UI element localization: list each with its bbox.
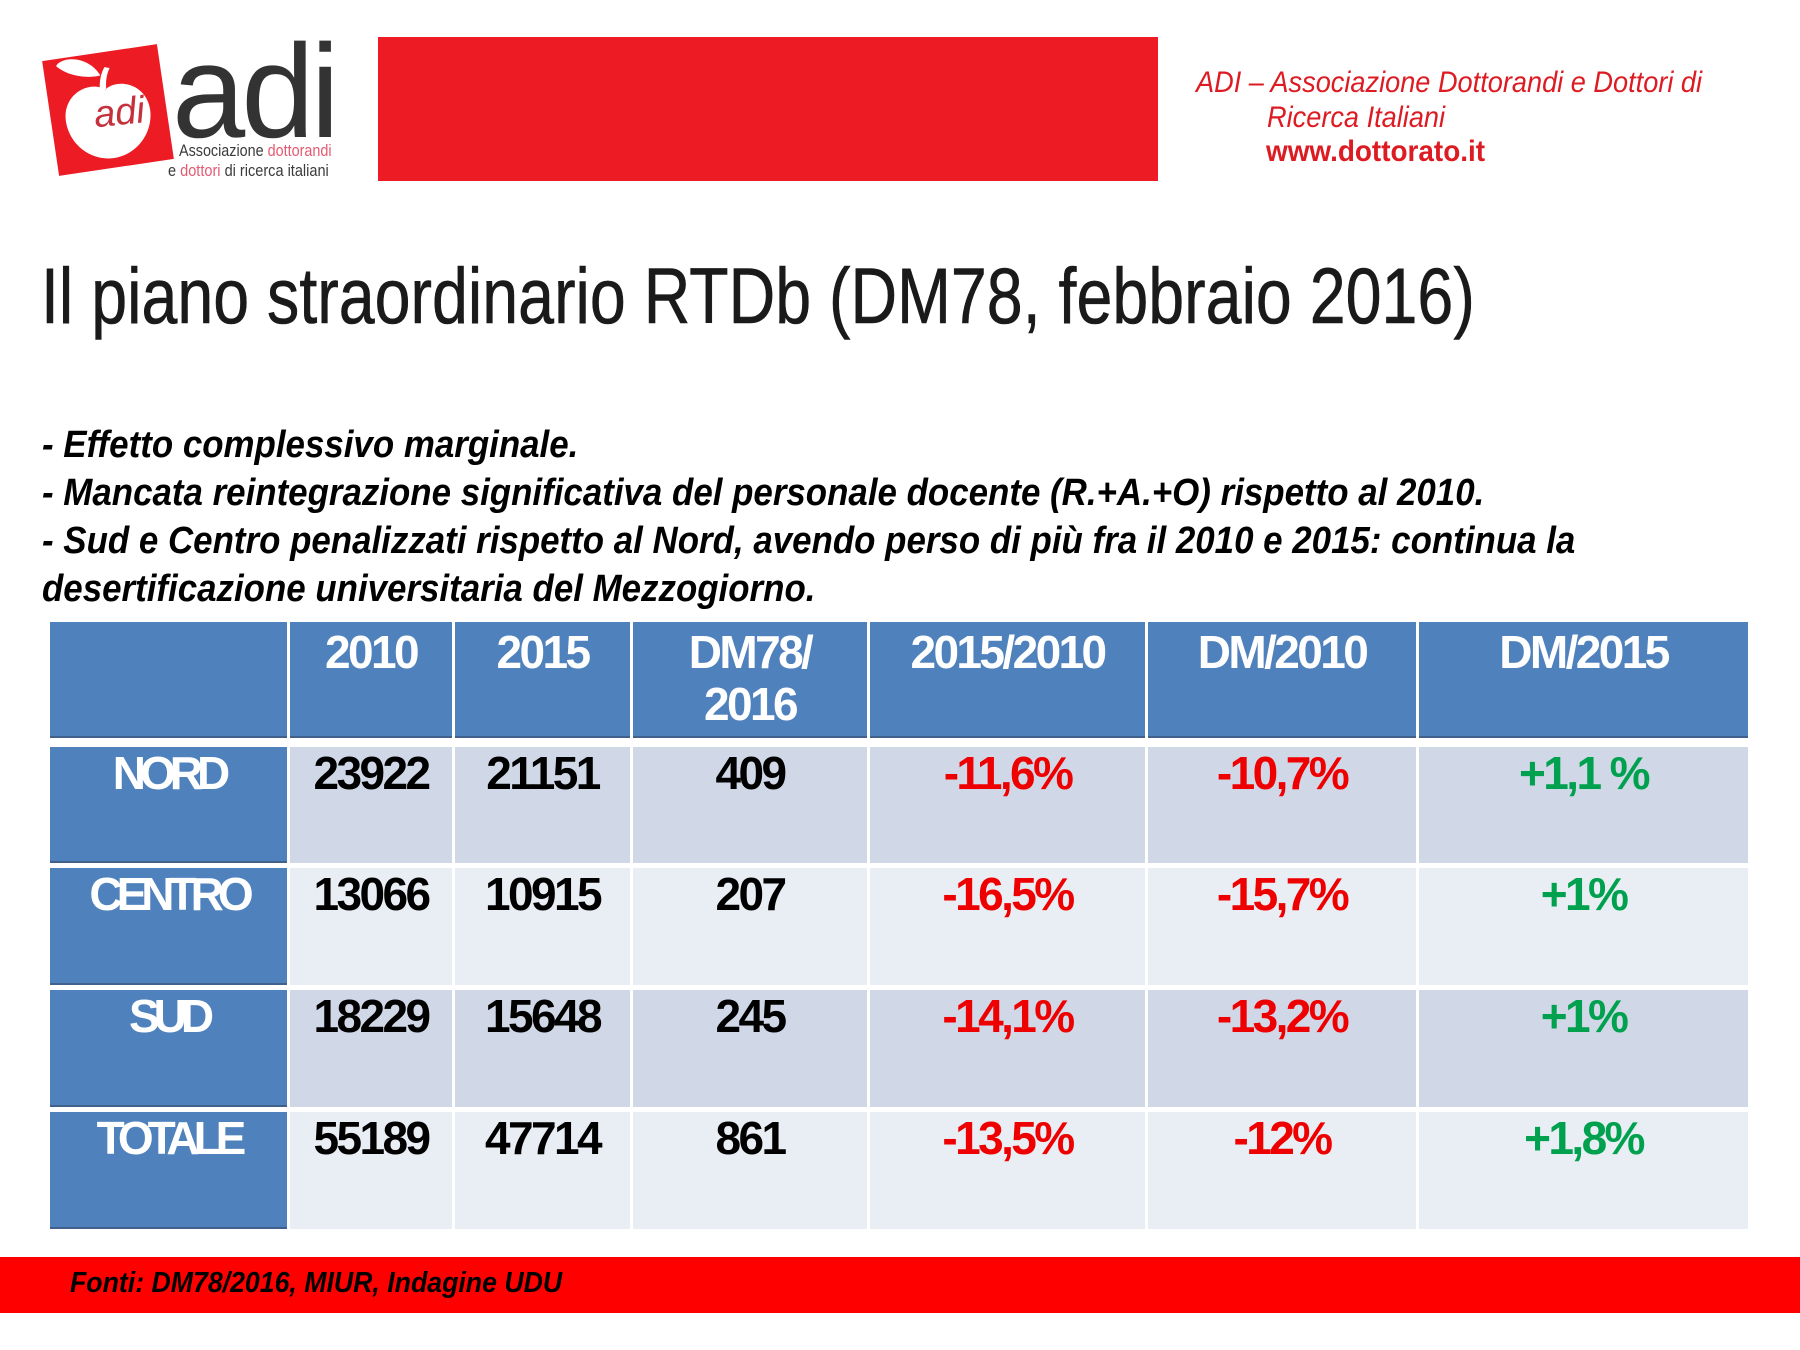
svg-text:adi: adi: [92, 89, 148, 136]
